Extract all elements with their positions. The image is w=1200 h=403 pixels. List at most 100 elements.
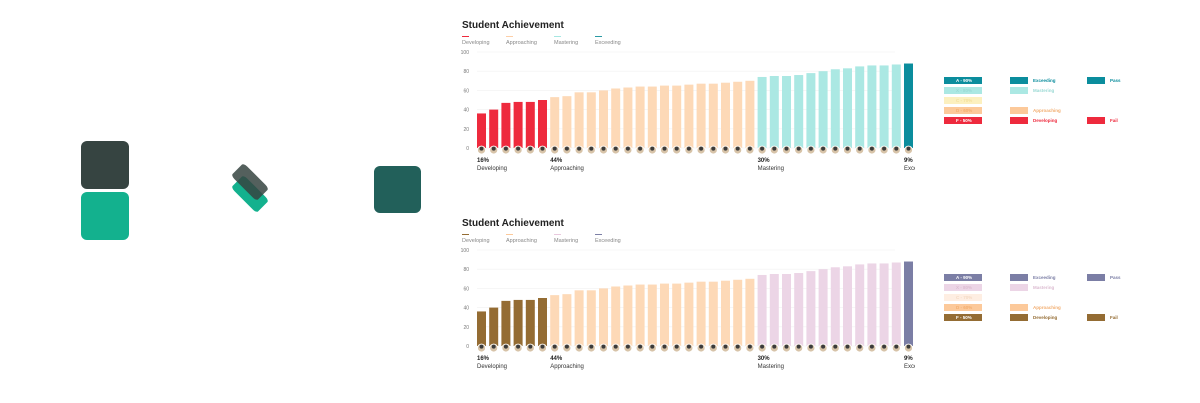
bar[interactable] xyxy=(672,85,682,148)
avatar-hair-icon xyxy=(845,344,850,349)
bar[interactable] xyxy=(794,75,804,148)
bar[interactable] xyxy=(879,263,889,346)
group-label: Mastering xyxy=(758,166,784,172)
legend-swatch xyxy=(554,36,561,37)
key-swatch xyxy=(1010,284,1028,291)
bar[interactable] xyxy=(745,80,755,148)
bar[interactable] xyxy=(733,81,743,148)
bar[interactable] xyxy=(599,288,608,346)
bar[interactable] xyxy=(769,76,779,148)
avatar-hair-icon xyxy=(723,146,728,151)
dark-square-icon xyxy=(81,141,129,189)
avatar-hair-icon xyxy=(894,344,899,349)
bar[interactable] xyxy=(550,295,560,346)
bar[interactable] xyxy=(660,283,669,346)
bar[interactable] xyxy=(684,282,694,346)
bar[interactable] xyxy=(769,274,779,346)
bar[interactable] xyxy=(806,73,816,148)
bar[interactable] xyxy=(867,263,877,346)
legend-label: Approaching xyxy=(506,238,537,244)
teal-square-icon xyxy=(374,166,421,213)
bar[interactable] xyxy=(745,278,755,346)
avatar-hair-icon xyxy=(564,344,569,349)
bar[interactable] xyxy=(599,90,608,148)
key-swatch xyxy=(944,294,982,301)
avatar-hair-icon xyxy=(784,344,789,349)
bar[interactable] xyxy=(562,96,572,148)
bar[interactable] xyxy=(708,281,718,346)
key-label: Pass xyxy=(1110,275,1121,280)
bar[interactable] xyxy=(574,92,584,148)
bar[interactable] xyxy=(830,69,840,148)
bar[interactable] xyxy=(757,274,767,346)
bar[interactable] xyxy=(574,290,584,346)
bar[interactable] xyxy=(489,109,499,148)
bar[interactable] xyxy=(855,66,865,148)
bar[interactable] xyxy=(513,299,523,346)
bar[interactable] xyxy=(904,63,913,148)
bar[interactable] xyxy=(696,281,706,346)
bar[interactable] xyxy=(879,65,889,148)
bar[interactable] xyxy=(818,269,828,346)
avatar-hair-icon xyxy=(869,146,874,151)
legend-swatch xyxy=(595,36,602,37)
bar[interactable] xyxy=(855,264,865,346)
bar[interactable] xyxy=(684,84,694,148)
bar[interactable] xyxy=(550,97,560,148)
avatar-hair-icon xyxy=(747,146,752,151)
bar[interactable] xyxy=(635,284,645,346)
bar[interactable] xyxy=(635,86,645,148)
bar[interactable] xyxy=(586,290,596,346)
bar[interactable] xyxy=(623,285,633,346)
bar[interactable] xyxy=(611,88,621,148)
bar[interactable] xyxy=(647,284,657,346)
key-label: Mastering xyxy=(1033,285,1055,290)
bar[interactable] xyxy=(501,102,511,148)
bar[interactable] xyxy=(513,101,523,148)
bar[interactable] xyxy=(611,286,621,346)
bar[interactable] xyxy=(538,100,547,148)
key-swatch xyxy=(944,314,982,321)
bar[interactable] xyxy=(696,83,706,148)
bar[interactable] xyxy=(867,65,877,148)
bar[interactable] xyxy=(904,261,913,346)
avatar-hair-icon xyxy=(906,344,911,349)
bar[interactable] xyxy=(843,266,852,346)
bar[interactable] xyxy=(782,76,791,148)
bar[interactable] xyxy=(782,274,791,346)
bar[interactable] xyxy=(477,113,486,148)
bar[interactable] xyxy=(562,294,572,346)
bar[interactable] xyxy=(672,283,682,346)
bar[interactable] xyxy=(891,262,901,346)
avatar-hair-icon xyxy=(564,146,569,151)
avatar-hair-icon xyxy=(577,344,582,349)
bar[interactable] xyxy=(586,92,596,148)
bar[interactable] xyxy=(660,85,669,148)
bar[interactable] xyxy=(623,87,633,148)
legend-label: Developing xyxy=(462,40,490,46)
bar[interactable] xyxy=(647,86,657,148)
bar[interactable] xyxy=(891,64,901,148)
bar[interactable] xyxy=(525,101,535,148)
avatar-hair-icon xyxy=(821,344,826,349)
bar[interactable] xyxy=(818,71,828,148)
bar[interactable] xyxy=(843,68,852,148)
y-tick-label: 0 xyxy=(466,146,469,152)
bar[interactable] xyxy=(525,299,535,346)
avatar-hair-icon xyxy=(857,344,862,349)
bar[interactable] xyxy=(477,311,486,346)
bar[interactable] xyxy=(489,307,499,346)
bar[interactable] xyxy=(757,76,767,148)
avatar-hair-icon xyxy=(650,146,655,151)
bar[interactable] xyxy=(721,82,730,148)
bar[interactable] xyxy=(538,298,547,346)
bar[interactable] xyxy=(806,271,816,346)
bar[interactable] xyxy=(721,280,730,346)
avatar-hair-icon xyxy=(613,344,618,349)
avatar-hair-icon xyxy=(528,146,533,151)
bar[interactable] xyxy=(501,300,511,346)
bar[interactable] xyxy=(794,273,804,346)
bar[interactable] xyxy=(733,279,743,346)
bar[interactable] xyxy=(708,83,718,148)
bar[interactable] xyxy=(830,267,840,346)
